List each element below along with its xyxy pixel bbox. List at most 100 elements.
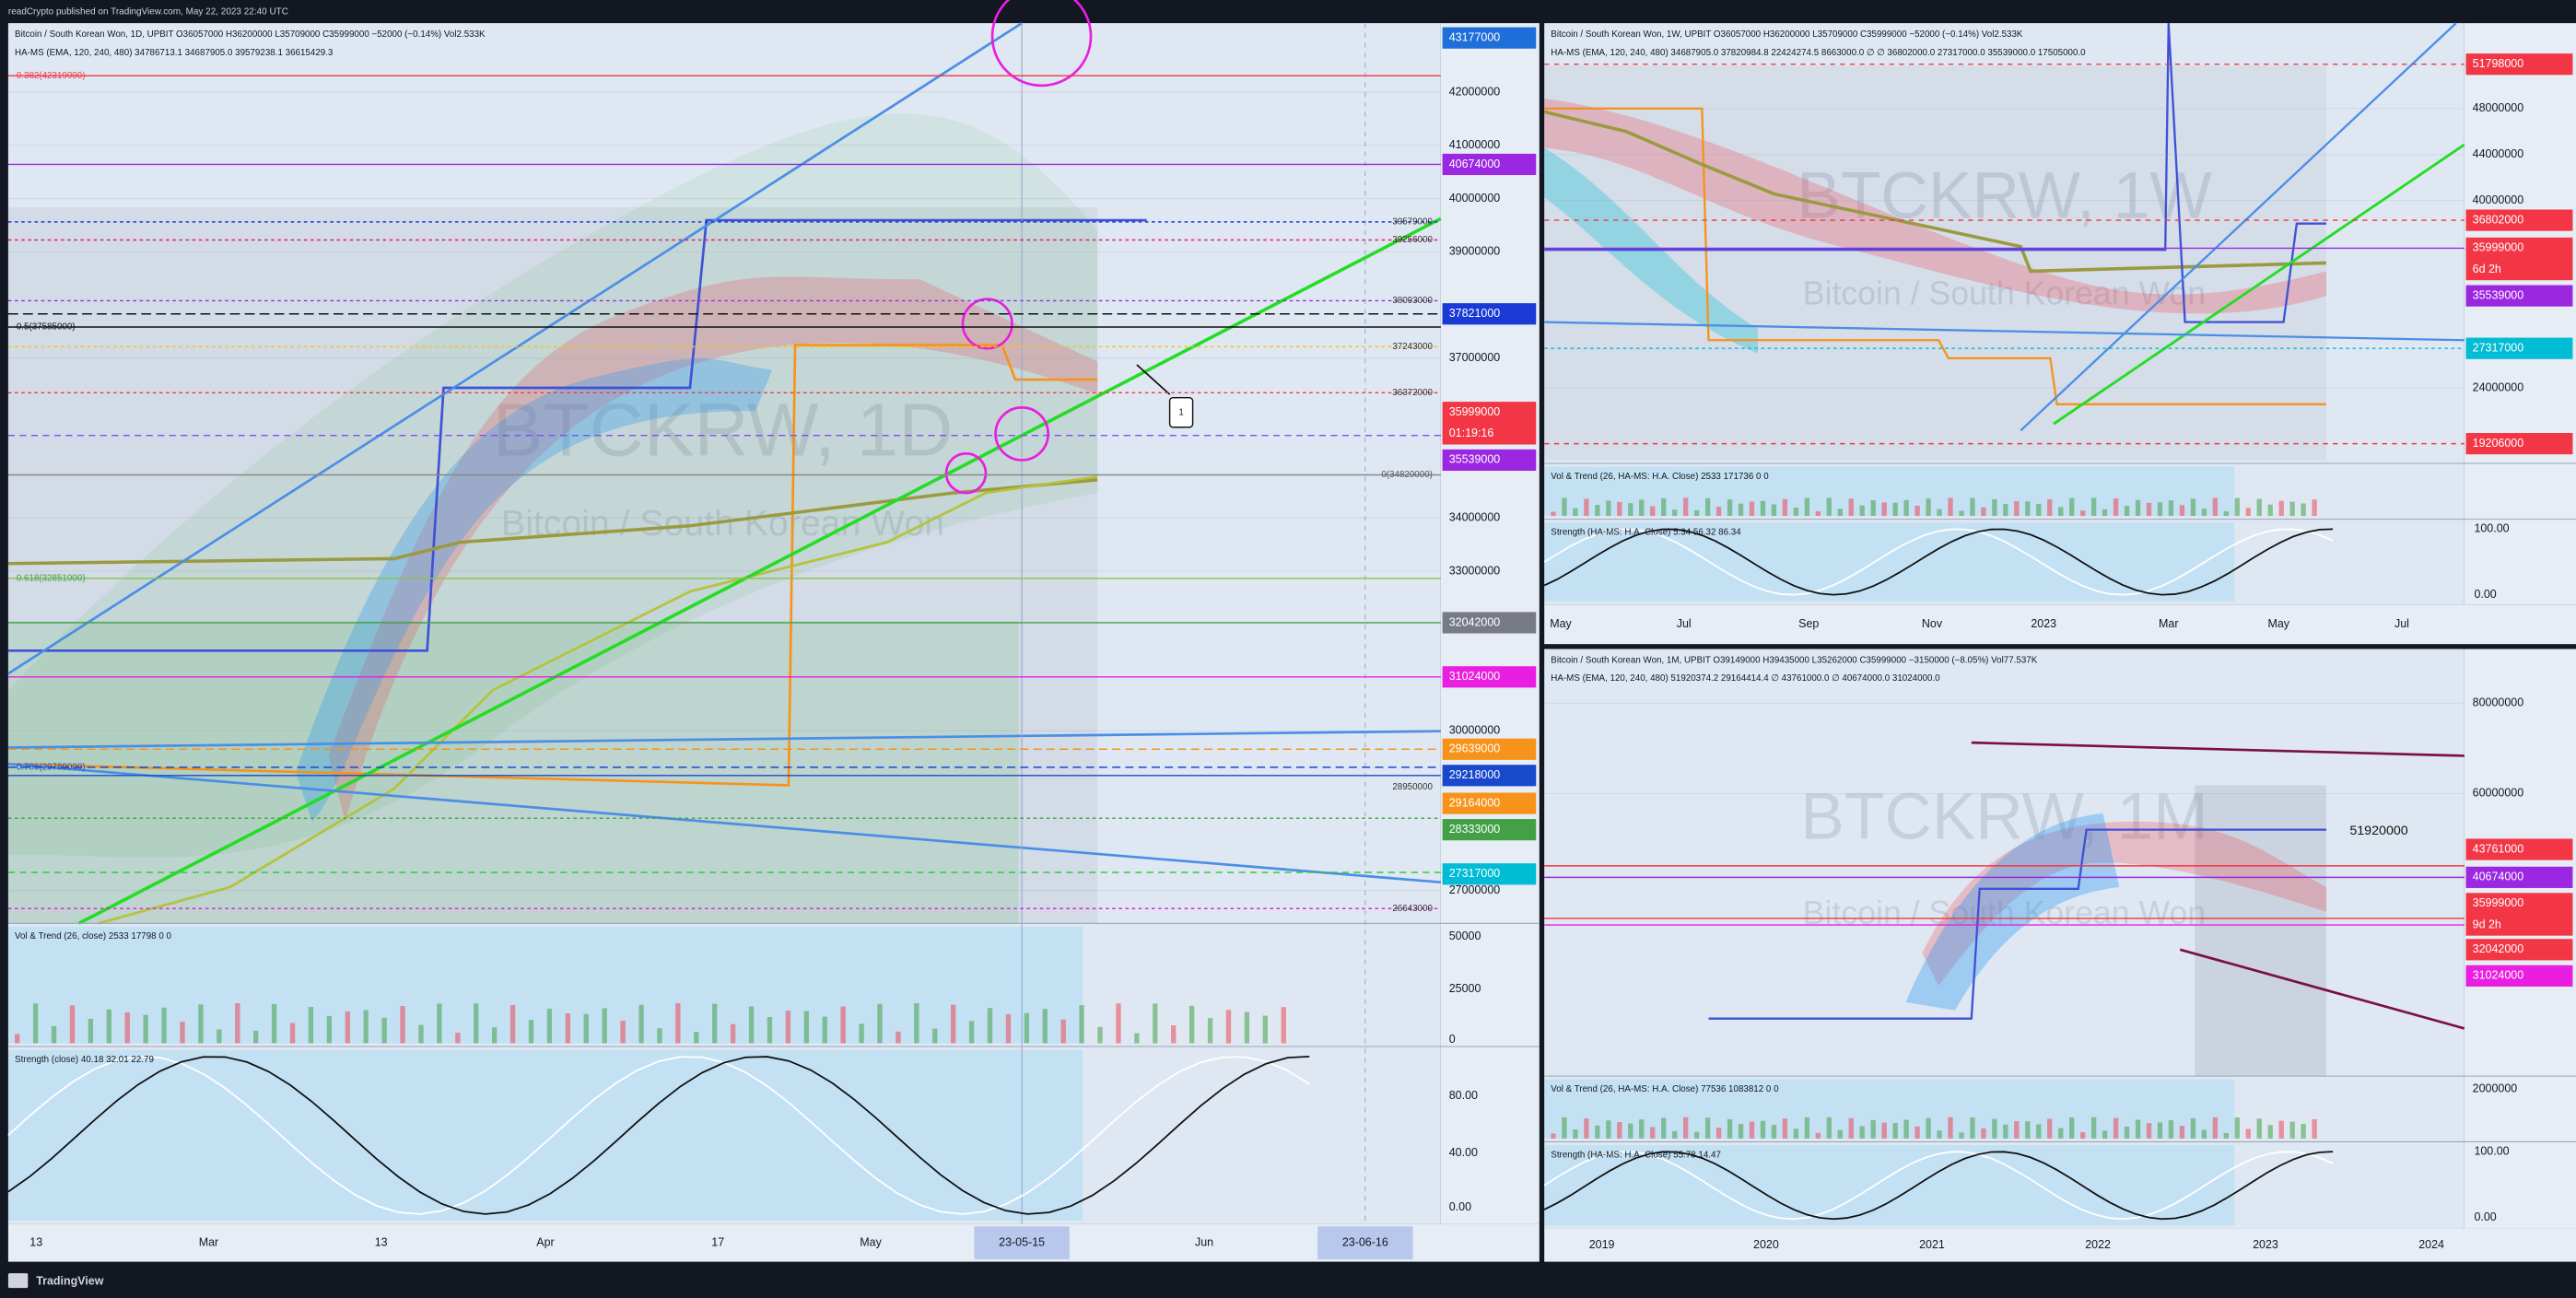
volume-bar-decor: [1837, 509, 1843, 517]
time-tick-label: Jul: [1677, 617, 1692, 630]
trend: [1971, 741, 2465, 757]
time-tick-label: 13: [29, 1235, 42, 1248]
volume-bar-decor: [2113, 498, 2119, 517]
volume-bar-decor: [2278, 1120, 2284, 1139]
volume-bar-decor: [528, 1020, 534, 1044]
volume-bar-decor: [730, 1023, 736, 1044]
volume-bar-decor: [1782, 1118, 1788, 1139]
zone: [2195, 785, 2326, 1077]
level-label: 0(34820000): [1381, 470, 1433, 480]
price-badge: [2465, 965, 2573, 987]
ha-line: [1708, 828, 2326, 1020]
volume-bar-decor: [2234, 497, 2240, 517]
volume-bar-decor: [400, 1006, 405, 1044]
time-tick-label: 2021: [1919, 1238, 1945, 1251]
highlight-circle: [994, 406, 1049, 462]
volume-bar-decor: [509, 1004, 516, 1044]
volume-bar-decor: [1650, 1127, 1656, 1139]
volume-bar-decor: [1704, 1117, 1711, 1139]
volume-bar-decor: [785, 1011, 791, 1044]
strength-tick-label: 80.00: [1449, 1089, 1478, 1102]
brand[interactable]: TradingView: [36, 1274, 104, 1287]
price-badge-label: 35539000: [2473, 288, 2524, 301]
volume-bar-decor: [2003, 504, 2008, 517]
trend: [2020, 22, 2457, 432]
volume-bar-decor: [1870, 1119, 1876, 1139]
volume-bar-decor: [2003, 1124, 2008, 1139]
volume-bar-decor: [1225, 1010, 1232, 1044]
price-badge-label: 35539000: [1449, 453, 1501, 466]
volume-bar-decor: [1826, 1117, 1832, 1139]
price-badge-label: 51798000: [2473, 57, 2524, 70]
price-badge: [2465, 893, 2573, 936]
volume-bar-decor: [2113, 1117, 2119, 1139]
price-badge: [1442, 738, 1537, 760]
volume-bar-decor: [987, 1008, 993, 1044]
volume-bar-decor: [474, 1003, 479, 1044]
price-badge: [2465, 237, 2573, 281]
price-badge-label: 28333000: [1449, 823, 1501, 836]
price-badge: [1442, 666, 1537, 688]
volume-bar-decor: [1573, 1128, 1578, 1139]
volume-bar-decor: [1060, 1019, 1066, 1044]
volume-bar-decor: [1749, 501, 1755, 517]
legend: Vol & Trend (26, close) 2533 17798 0 0: [15, 931, 171, 941]
price-tick-label: 60000000: [2473, 787, 2524, 800]
volume-bar-decor: [1024, 1012, 1030, 1044]
price-tick-label: 37000000: [1449, 351, 1501, 364]
level-label: 0.382(42319000): [17, 71, 86, 81]
volume-bar-decor: [877, 1003, 883, 1044]
volume-bar-decor: [1188, 1005, 1195, 1044]
strength-tick-label: 100.00: [2474, 1144, 2509, 1157]
price-badge-label: 29164000: [1449, 796, 1501, 809]
legend: Strength (HA-MS: H.A. Close) 55.78 14.47: [1551, 1150, 1721, 1160]
volume-bar-decor: [2124, 506, 2130, 517]
price-tick-label: 48000000: [2473, 101, 2524, 114]
volume-bar-decor: [1584, 1118, 1589, 1139]
price-tick-label: 80000000: [2473, 696, 2524, 709]
time-tick-label: 2023: [2031, 617, 2056, 630]
volume-bar-decor: [1727, 499, 1733, 517]
volume-bar-decor: [1970, 497, 1975, 517]
volume-bar-decor: [2124, 1127, 2130, 1139]
ha-line: [7, 218, 1147, 652]
volume-bar-decor: [1584, 498, 1589, 517]
time-tick-label: Mar: [199, 1235, 218, 1248]
price-badge: [2465, 866, 2573, 888]
time-badge: [1317, 1226, 1413, 1259]
level-label: 0.618(32851000): [17, 573, 86, 583]
price-badge-label: 29218000: [1449, 768, 1501, 781]
volume-bar-decor: [2267, 504, 2273, 517]
price-badge: [2465, 838, 2573, 860]
price-badge-label: 40674000: [2473, 871, 2524, 883]
price-badge-countdown: 01:19:16: [1449, 427, 1494, 439]
volume-bar-decor: [2256, 1118, 2262, 1139]
time-tick-label: May: [2267, 617, 2289, 630]
band: [1922, 821, 2326, 987]
time-tick-label: 2023: [2253, 1238, 2278, 1251]
price-badge-label: 27317000: [2473, 341, 2524, 354]
volume-tick-label: 2000000: [2473, 1082, 2518, 1095]
volume-bar-decor: [1153, 1003, 1158, 1044]
volume-bar-decor: [1837, 1129, 1843, 1139]
volume-bar-decor: [1926, 1117, 1931, 1139]
volume-bar-decor: [2025, 1121, 2031, 1139]
volume-bar-decor: [1171, 1025, 1177, 1044]
volume-bar-decor: [2146, 502, 2152, 517]
volume-bar-decor: [491, 1027, 498, 1044]
volume-bar-decor: [2135, 499, 2141, 517]
time-tick-label: 2020: [1753, 1238, 1779, 1251]
level-label: 26643000: [1392, 904, 1433, 914]
volume-bar-decor: [1892, 1122, 1898, 1139]
volume-bar-decor: [1959, 510, 1964, 517]
chart-pane[interactable]: BTCKRW, 1D Bitcoin / South Korean Won Bitc…: [7, 0, 1540, 1262]
volume-bar-decor: [180, 1022, 185, 1044]
price-badge-label: 31024000: [1449, 670, 1501, 683]
volume-bar-decor: [2212, 1117, 2219, 1139]
chart-pane[interactable]: BTCKRW, 1W Bitcoin / South Korean Won Bitc…: [1543, 22, 2576, 645]
volume-bar-decor: [1693, 1131, 1700, 1139]
volume-bar-decor: [2301, 1123, 2306, 1139]
volume-bar-decor: [2047, 1118, 2053, 1139]
